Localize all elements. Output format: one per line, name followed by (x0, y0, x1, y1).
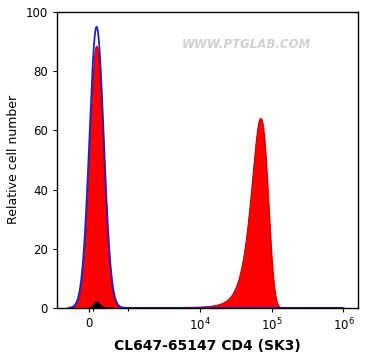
X-axis label: CL647-65147 CD4 (SK3): CL647-65147 CD4 (SK3) (114, 339, 301, 353)
Text: WWW.PTGLAB.COM: WWW.PTGLAB.COM (182, 38, 311, 51)
Y-axis label: Relative cell number: Relative cell number (7, 95, 20, 225)
